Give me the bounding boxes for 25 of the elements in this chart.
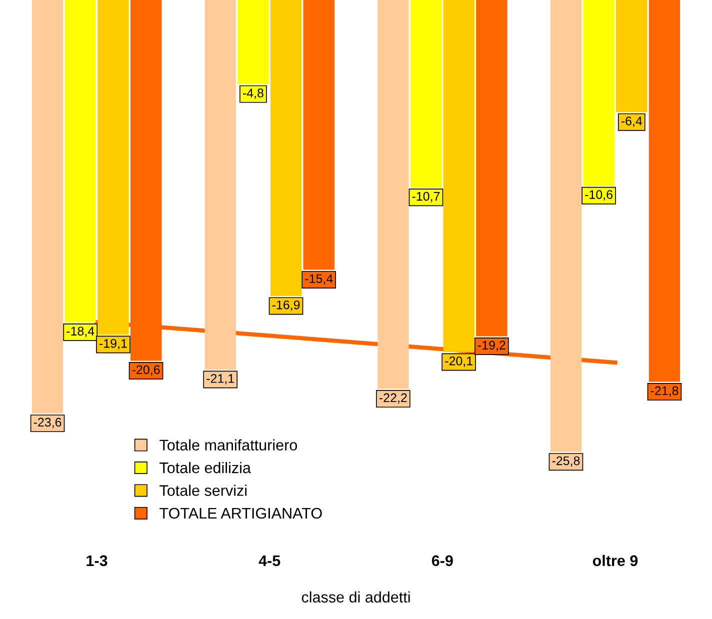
x-tick-label: oltre 9 xyxy=(592,554,638,566)
x-tick-label: 4-5 xyxy=(258,555,280,566)
data-label: -10,6 xyxy=(585,190,613,200)
x-axis-title: classe di addetti xyxy=(302,591,410,603)
data-label: -18,4 xyxy=(66,326,94,338)
x-tick-label: 6-9 xyxy=(432,555,453,566)
data-label: -4,8 xyxy=(242,88,264,99)
data-label: -19,2 xyxy=(478,340,506,352)
data-label: -21,1 xyxy=(206,374,234,384)
legend-label: Totale servizi xyxy=(160,484,246,496)
data-label: -20,1 xyxy=(445,356,472,367)
data-label: -21,8 xyxy=(650,386,678,397)
data-label: -15,4 xyxy=(305,274,333,285)
data-label: -10,7 xyxy=(412,192,440,202)
x-tick-label: 1-3 xyxy=(86,555,108,566)
data-label: -20,6 xyxy=(132,365,160,376)
data-label: -23,6 xyxy=(34,418,62,428)
data-label: -19,1 xyxy=(100,339,127,350)
legend-label: Totale manifatturiero xyxy=(160,439,298,450)
data-label: -16,9 xyxy=(272,300,300,311)
data-label: -22,2 xyxy=(379,393,407,404)
data-label: -25,8 xyxy=(552,456,580,467)
legend-label: TOTALE ARTIGIANATO xyxy=(160,508,322,519)
data-label: -6,4 xyxy=(621,116,642,127)
legend-label: Totale edilizia xyxy=(160,462,251,474)
